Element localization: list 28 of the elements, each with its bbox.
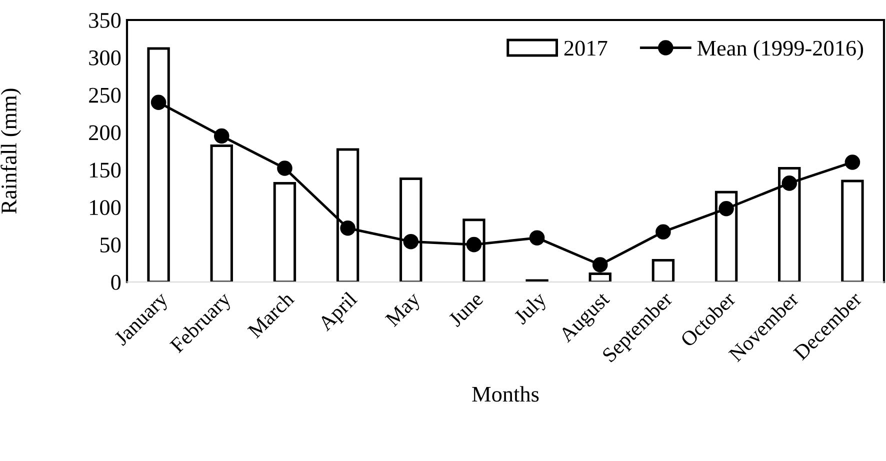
y-tick-label: 100	[90, 200, 121, 216]
y-tick-label: 200	[89, 125, 121, 140]
y-tick-label: 350	[89, 12, 121, 28]
x-tick-label: July	[512, 290, 550, 328]
x-axis-title: Months	[472, 386, 539, 402]
point	[656, 224, 671, 240]
point	[592, 257, 608, 272]
point	[340, 220, 356, 236]
bar	[652, 259, 675, 282]
y-tick-label: 0	[111, 274, 121, 290]
legend-label: 2017	[564, 40, 608, 56]
point	[150, 94, 166, 110]
y-tick-label: 150	[90, 162, 121, 178]
point	[718, 201, 734, 216]
point	[844, 154, 860, 170]
x-tick-label: May	[384, 290, 424, 330]
y-tick-label: 250	[89, 88, 121, 103]
x-tick-label: June	[448, 291, 484, 328]
point	[277, 160, 292, 176]
point	[403, 234, 419, 250]
bar	[841, 180, 864, 282]
point	[782, 176, 798, 191]
point	[214, 128, 230, 144]
legend-label: Mean (1999-2016)	[697, 40, 864, 60]
y-axis-title: Rainfall (mm)	[0, 88, 22, 214]
point	[529, 230, 545, 246]
y-tick-label: 300	[89, 50, 121, 66]
y-tick-label: 50	[100, 238, 121, 252]
